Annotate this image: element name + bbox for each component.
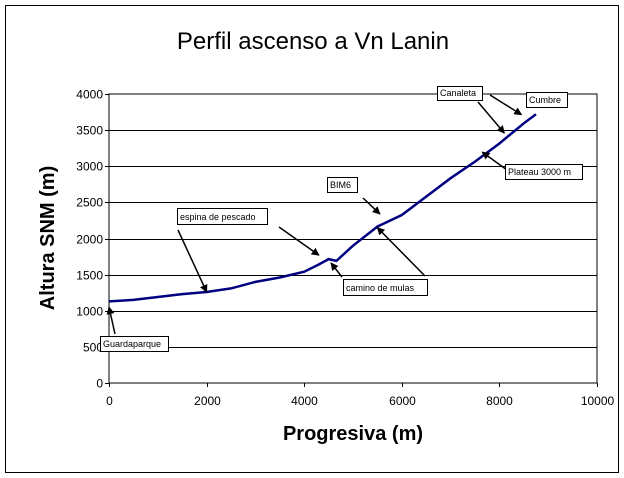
elevation-line <box>108 113 537 303</box>
annotation-arrow <box>477 101 505 134</box>
chart-title: Perfil ascenso a Vn Lanin <box>177 28 449 55</box>
annotation-label: camino de mulas <box>346 283 415 293</box>
x-tick-label: 10000 <box>581 394 615 408</box>
x-tick-label: 6000 <box>389 394 416 408</box>
annotation-label: Plateau 3000 m <box>508 167 571 177</box>
annotation-arrow <box>106 306 116 335</box>
annotation: camino de mulas <box>330 226 428 296</box>
x-axis-label: Progresiva (m) <box>283 423 423 445</box>
annotation-label: Canaleta <box>440 88 476 98</box>
x-tick-label: 8000 <box>486 394 513 408</box>
annotation-box <box>343 279 428 296</box>
annotation: Cumbre <box>489 92 568 116</box>
annotation-label: espina de pescado <box>180 212 256 222</box>
annotation-label: BIM6 <box>330 180 351 190</box>
x-tick-label: 0 <box>106 394 113 408</box>
y-tick-label: 0 <box>96 377 103 391</box>
y-axis-label: Altura SNM (m) <box>37 166 59 310</box>
annotation-box <box>100 336 169 352</box>
annotation-box <box>177 208 268 225</box>
annotation: Guardaparque <box>100 306 169 352</box>
y-tick-label: 4000 <box>76 88 103 102</box>
annotation-box <box>437 86 483 101</box>
annotation-arrow <box>489 94 523 116</box>
annotation-arrow <box>362 197 381 215</box>
annotation-arrow <box>330 262 343 278</box>
annotation: Canaleta <box>437 86 505 134</box>
annotation-box <box>327 177 358 193</box>
annotation-arrow <box>278 226 320 256</box>
annotation-arrow <box>481 151 508 171</box>
annotation-arrow <box>376 226 426 277</box>
annotation: BIM6 <box>327 177 381 215</box>
annotation-box <box>505 164 583 180</box>
x-tick-label: 2000 <box>194 394 221 408</box>
y-tick-label: 1500 <box>76 269 103 283</box>
y-tick-label: 2500 <box>76 196 103 210</box>
annotation-label: Guardaparque <box>103 339 161 349</box>
y-tick-label: 500 <box>83 341 103 355</box>
y-tick-label: 3500 <box>76 124 103 138</box>
annotation-label: Cumbre <box>529 95 561 105</box>
y-tick-label: 3000 <box>76 160 103 174</box>
y-tick-label: 1000 <box>76 305 103 319</box>
x-tick-label: 4000 <box>291 394 318 408</box>
plot-area-border <box>108 93 598 384</box>
annotation-box <box>526 92 568 108</box>
annotation: Plateau 3000 m <box>481 151 583 180</box>
annotation: espina de pescado <box>177 208 320 293</box>
y-tick-label: 2000 <box>76 233 103 247</box>
annotation-arrow <box>177 229 208 293</box>
